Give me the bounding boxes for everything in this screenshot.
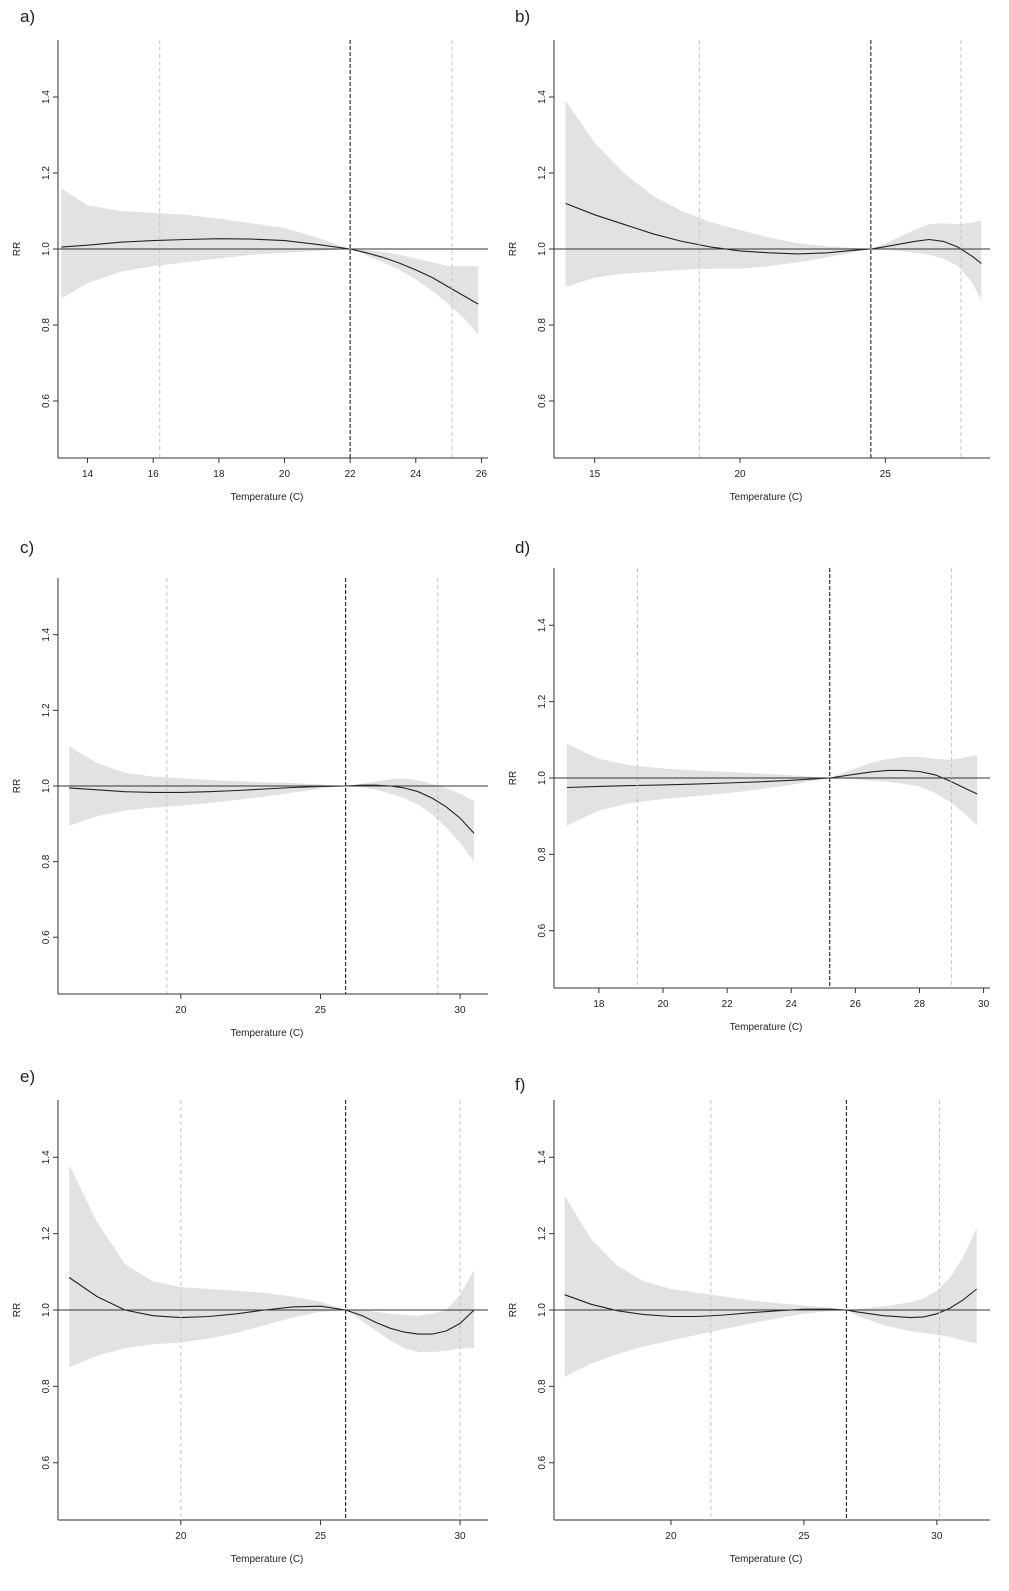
y-axis-label: RR xyxy=(12,1303,23,1317)
y-tick-label: 0.8 xyxy=(41,318,52,332)
y-axis-label: RR xyxy=(508,1303,519,1317)
confidence-band xyxy=(69,746,474,862)
plot-area xyxy=(554,40,990,458)
rr-curve xyxy=(68,1277,475,1335)
x-tick-label: 16 xyxy=(148,469,160,480)
x-tick-label: 30 xyxy=(931,1531,943,1542)
x-axis-label: Temperature (C) xyxy=(231,1554,304,1565)
x-tick-label: 25 xyxy=(315,1531,327,1542)
x-tick-label: 20 xyxy=(734,469,746,480)
y-tick-label: 1.0 xyxy=(537,1303,548,1317)
panel-d: d) 18 20 22 24 26 28 30 0.6 0.8 1.0 1.2 1.4 Temperatu… xyxy=(508,538,990,1033)
y-tick-label: 1.0 xyxy=(41,779,52,793)
x-tick-label: 22 xyxy=(722,999,734,1010)
panel-label: b) xyxy=(515,7,530,26)
x-tick-label: 20 xyxy=(657,999,669,1010)
x-axis-label: Temperature (C) xyxy=(730,1554,803,1565)
y-tick-label: 0.8 xyxy=(537,1379,548,1393)
y-tick-label: 0.8 xyxy=(537,318,548,332)
y-tick-label: 0.6 xyxy=(41,930,52,944)
y-tick-label: 1.2 xyxy=(537,1226,548,1240)
x-tick-label: 20 xyxy=(175,1005,187,1016)
y-tick-label: 1.4 xyxy=(537,1150,548,1164)
x-tick-label: 25 xyxy=(798,1531,810,1542)
y-tick-label: 0.8 xyxy=(41,854,52,868)
y-tick-label: 1.2 xyxy=(41,1226,52,1240)
y-tick-label: 0.6 xyxy=(537,923,548,937)
y-tick-label: 1.4 xyxy=(41,1150,52,1164)
confidence-band xyxy=(565,100,982,301)
y-axis-label: RR xyxy=(12,242,23,256)
x-tick-label: 24 xyxy=(786,999,798,1010)
panel-label: f) xyxy=(515,1075,525,1094)
y-tick-label: 0.6 xyxy=(41,394,52,408)
x-tick-label: 28 xyxy=(914,999,926,1010)
panel-label: c) xyxy=(20,538,34,557)
panel-f: f) 20 25 30 0.6 0.8 1.0 1.2 1.4 Temperature (C) RR xyxy=(508,1075,990,1565)
panel-e: e) 20 25 30 0.6 0.8 1.0 1.2 1.4 Temperature (C) RR xyxy=(12,1067,488,1565)
x-tick-label: 30 xyxy=(978,999,990,1010)
y-tick-label: 1.2 xyxy=(41,703,52,717)
x-tick-label: 24 xyxy=(410,469,422,480)
panel-label: a) xyxy=(20,7,35,26)
x-tick-label: 30 xyxy=(455,1531,467,1542)
y-tick-label: 0.8 xyxy=(41,1379,52,1393)
y-tick-label: 1.2 xyxy=(41,166,52,180)
x-tick-label: 18 xyxy=(213,469,225,480)
panel-c: c) 20 25 30 0.6 0.8 1.0 1.2 1.4 Temperature (C) RR xyxy=(12,538,488,1039)
x-tick-label: 25 xyxy=(315,1005,327,1016)
y-axis-label: RR xyxy=(508,771,519,785)
y-axis-label: RR xyxy=(12,779,23,793)
x-tick-label: 20 xyxy=(665,1531,677,1542)
y-tick-label: 1.0 xyxy=(537,242,548,256)
y-tick-label: 1.4 xyxy=(41,627,52,641)
x-axis-label: Temperature (C) xyxy=(730,1022,803,1033)
y-tick-label: 1.0 xyxy=(41,1303,52,1317)
panel-a: a) 14 16 18 20 22 24 26 0.6 0.8 1.0 1.2 1.4 Temperatu… xyxy=(12,7,488,503)
rr-curve xyxy=(564,1288,978,1319)
plot-area xyxy=(554,1100,990,1520)
rr-curve xyxy=(565,202,982,264)
x-tick-label: 26 xyxy=(476,469,488,480)
x-tick-label: 18 xyxy=(593,999,605,1010)
y-axis-label: RR xyxy=(508,242,519,256)
plot-area xyxy=(58,40,488,458)
y-tick-label: 1.4 xyxy=(537,90,548,104)
y-tick-label: 1.4 xyxy=(537,618,548,632)
y-tick-label: 0.6 xyxy=(537,394,548,408)
x-axis-label: Temperature (C) xyxy=(231,492,304,503)
x-tick-label: 14 xyxy=(82,469,94,480)
x-tick-label: 25 xyxy=(880,469,892,480)
x-tick-label: 30 xyxy=(455,1005,467,1016)
plot-area xyxy=(58,578,488,994)
plot-area xyxy=(58,1100,488,1520)
x-axis-label: Temperature (C) xyxy=(231,1028,304,1039)
y-tick-label: 1.2 xyxy=(537,694,548,708)
y-tick-label: 1.0 xyxy=(537,771,548,785)
y-tick-label: 1.4 xyxy=(41,90,52,104)
confidence-band xyxy=(61,188,479,335)
y-tick-label: 0.6 xyxy=(537,1455,548,1469)
y-tick-label: 1.0 xyxy=(41,242,52,256)
confidence-band xyxy=(564,1195,977,1377)
x-axis-label: Temperature (C) xyxy=(730,492,803,503)
rr-curve xyxy=(566,769,978,795)
x-tick-label: 26 xyxy=(850,999,862,1010)
panel-label: e) xyxy=(20,1067,35,1086)
y-tick-label: 1.2 xyxy=(537,166,548,180)
x-tick-label: 15 xyxy=(589,469,601,480)
x-tick-label: 22 xyxy=(345,469,357,480)
y-tick-label: 0.6 xyxy=(41,1455,52,1469)
rr-curve xyxy=(61,238,479,305)
x-tick-label: 20 xyxy=(175,1531,187,1542)
confidence-band xyxy=(566,743,978,826)
panel-label: d) xyxy=(515,538,530,557)
confidence-band xyxy=(69,1164,474,1368)
x-tick-label: 20 xyxy=(279,469,291,480)
panel-b: b) 15 20 25 0.6 0.8 1.0 1.2 1.4 Temperature (C) RR xyxy=(508,7,990,503)
plot-area xyxy=(554,568,990,988)
y-tick-label: 0.8 xyxy=(537,847,548,861)
